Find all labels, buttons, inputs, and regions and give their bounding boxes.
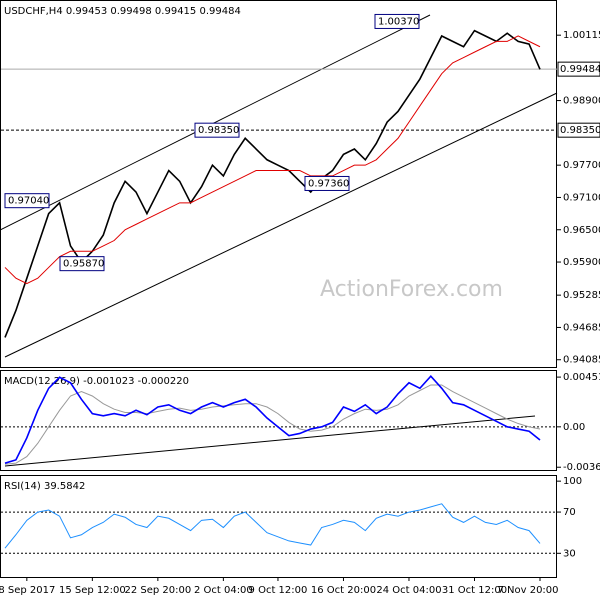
- panel-title: USDCHF,H4 0.99453 0.99498 0.99415 0.9948…: [4, 6, 241, 17]
- y-tick-label: 100: [563, 476, 582, 487]
- y-tick-label: 70: [563, 507, 576, 518]
- annotation-label: 0.95870: [63, 259, 104, 270]
- series-line: [4, 384, 541, 465]
- annotation-box: [4, 193, 50, 209]
- panel-title: RSI(14) 39.5842: [4, 481, 85, 492]
- y-tick-label: -0.003668: [563, 462, 600, 473]
- macd-trendline: [4, 415, 536, 467]
- panel-title: MACD(12,26,9) -0.001023 -0.000220: [4, 376, 189, 387]
- y-tick-label: 0.00: [563, 422, 585, 433]
- y-tick-label: 0.95285: [563, 290, 600, 301]
- macd-frame: [0, 370, 557, 471]
- price-label: 0.99484: [560, 64, 600, 75]
- annotation-box: [374, 13, 420, 29]
- channel-upper: [0, 14, 431, 231]
- price-label: 0.98350: [560, 125, 600, 136]
- x-tick-label: 22 Sep 20:00: [124, 585, 191, 596]
- annotation-label: 1.00370: [378, 16, 419, 27]
- annotation-label: 0.98350: [198, 125, 239, 136]
- x-tick-label: 31 Oct 12:00: [442, 585, 507, 596]
- y-tick-label: 0.004516: [563, 372, 600, 383]
- x-tick-label: 2 Oct 04:00: [194, 585, 253, 596]
- y-tick-label: 30: [563, 548, 576, 559]
- x-tick-label: 7 Nov 20:00: [497, 585, 558, 596]
- series-line: [4, 503, 541, 549]
- rsi-frame: [0, 475, 557, 578]
- x-tick-label: 16 Oct 20:00: [311, 585, 376, 596]
- x-tick-label: 8 Sep 2017: [0, 585, 55, 596]
- channel-lower: [4, 92, 558, 358]
- price-label-box: [557, 61, 600, 77]
- series-line: [4, 29, 541, 338]
- main-frame: [0, 0, 557, 368]
- series-line: [4, 35, 541, 285]
- series-line: [4, 374, 541, 464]
- annotation-box: [194, 122, 240, 138]
- annotation-box: [59, 256, 105, 272]
- price-label-box: [557, 122, 600, 138]
- annotation-label: 0.97360: [308, 178, 349, 189]
- x-tick-label: 9 Oct 12:00: [249, 585, 308, 596]
- x-tick-label: 24 Oct 04:00: [376, 585, 441, 596]
- y-tick-label: 0.94685: [563, 322, 600, 333]
- watermark: ActionForex.com: [320, 277, 503, 302]
- annotation-box: [304, 175, 350, 191]
- y-tick-label: 0.94085: [563, 355, 600, 366]
- annotation-label: 0.97040: [8, 196, 49, 207]
- x-tick-label: 15 Sep 12:00: [59, 585, 126, 596]
- y-tick-label: 1.00115: [563, 30, 600, 41]
